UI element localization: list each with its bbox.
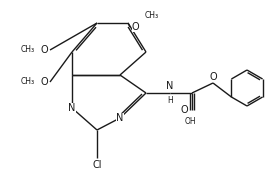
Text: O: O (40, 77, 48, 87)
Text: O: O (132, 22, 140, 32)
Text: OH: OH (184, 117, 196, 126)
Text: N: N (166, 81, 174, 91)
Text: O: O (209, 72, 217, 82)
Text: CH₃: CH₃ (21, 45, 35, 54)
Text: N: N (68, 103, 76, 113)
Text: H: H (167, 96, 173, 105)
Text: O: O (180, 105, 188, 115)
Text: Cl: Cl (92, 160, 102, 170)
Text: CH₃: CH₃ (21, 78, 35, 86)
Text: O: O (40, 45, 48, 55)
Text: CH₃: CH₃ (145, 11, 159, 20)
Text: N: N (116, 113, 124, 123)
